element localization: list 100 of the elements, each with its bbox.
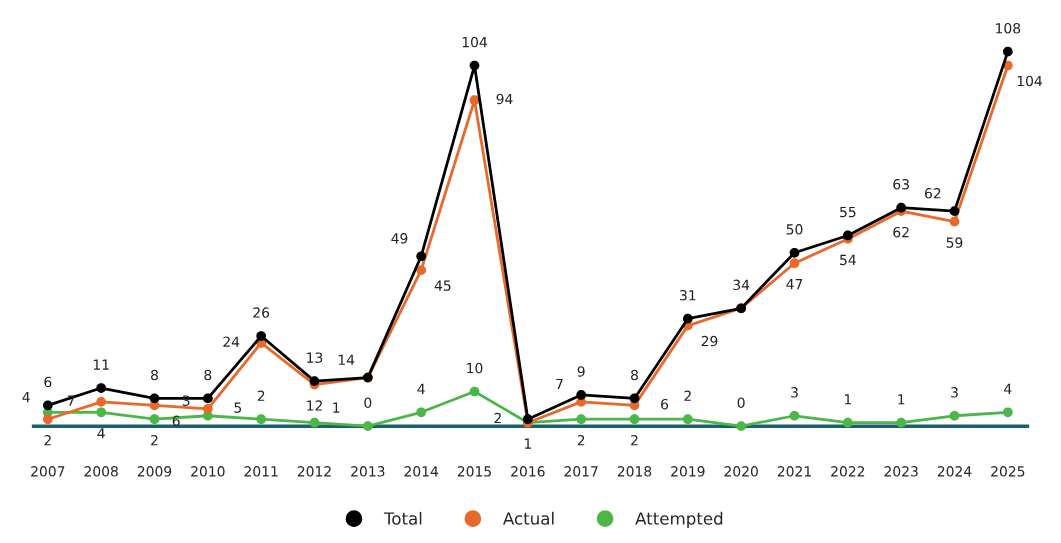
point — [42, 400, 53, 411]
point — [202, 393, 213, 404]
point — [256, 414, 267, 425]
point — [789, 258, 800, 269]
point — [362, 421, 373, 432]
data-label: 45 — [434, 280, 451, 291]
point — [202, 403, 213, 414]
point — [949, 206, 960, 217]
data-label: 63 — [893, 179, 909, 190]
data-label: 55 — [840, 206, 856, 218]
data-label: 94 — [496, 93, 513, 105]
data-label: 29 — [701, 335, 718, 347]
data-label: 3 — [791, 387, 798, 398]
x-tick-label: 2016 — [511, 466, 545, 477]
legend-label: Total — [383, 511, 422, 525]
x-tick-label: 2008 — [84, 466, 118, 477]
data-label: 1 — [898, 394, 905, 405]
data-label: 8 — [631, 369, 638, 381]
point — [629, 414, 640, 425]
point — [416, 251, 427, 262]
x-tick-label: 2009 — [137, 466, 172, 477]
point — [576, 390, 587, 400]
point — [309, 376, 320, 386]
data-label: 11 — [93, 359, 109, 370]
data-label: 1 — [844, 394, 851, 405]
data-label: 50 — [786, 224, 803, 235]
point — [576, 414, 587, 425]
point — [42, 414, 53, 425]
point — [842, 417, 853, 428]
point — [682, 313, 693, 324]
point — [629, 393, 640, 404]
data-label: 2 — [151, 434, 158, 446]
data-label: 2 — [494, 412, 501, 424]
data-label: 0 — [737, 397, 745, 408]
data-label: 7 — [556, 378, 563, 390]
x-tick-label: 2019 — [671, 466, 705, 477]
x-tick-label: 2025 — [991, 466, 1025, 477]
point — [96, 383, 107, 393]
point — [842, 230, 853, 241]
data-label: 108 — [996, 22, 1021, 34]
data-label: 8 — [151, 369, 158, 381]
x-tick-label: 2011 — [244, 466, 278, 477]
point — [469, 386, 480, 397]
data-label: 31 — [680, 289, 696, 301]
point — [96, 407, 107, 418]
x-tick-label: 2012 — [297, 466, 331, 477]
data-label: 8 — [204, 369, 212, 381]
data-label: 1 — [524, 438, 531, 449]
x-tick-label: 2024 — [937, 466, 972, 477]
data-label: 2 — [684, 390, 691, 401]
point — [416, 407, 427, 418]
point — [896, 202, 907, 213]
point — [682, 414, 693, 425]
data-label: 4 — [97, 428, 105, 439]
data-label: 5 — [234, 402, 242, 413]
point — [1002, 46, 1013, 57]
point — [416, 265, 427, 275]
data-label: 34 — [733, 279, 750, 291]
data-label: 2 — [577, 434, 585, 446]
data-label: 49 — [391, 233, 408, 244]
data-label: 3 — [951, 387, 958, 398]
data-label: 24 — [223, 336, 240, 347]
data-label: 10 — [467, 362, 483, 374]
x-tick-label: 2007 — [31, 466, 65, 477]
data-label: 104 — [462, 36, 487, 48]
point — [949, 216, 960, 227]
data-label: 6 — [44, 376, 52, 388]
point — [469, 95, 480, 106]
x-tick-label: 2013 — [351, 466, 385, 477]
x-tick-label: 2023 — [884, 466, 918, 477]
data-label: 104 — [1017, 75, 1042, 87]
data-label: 13 — [307, 352, 323, 363]
data-label: 6 — [661, 398, 669, 410]
x-tick-label: 2017 — [564, 466, 598, 477]
data-label: 62 — [893, 226, 909, 238]
point — [1002, 407, 1013, 418]
x-tick-label: 2021 — [777, 466, 811, 477]
data-label: 9 — [577, 366, 585, 377]
point — [256, 331, 267, 341]
data-label: 4 — [417, 383, 425, 394]
x-tick-label: 2018 — [617, 466, 652, 477]
x-tick-label: 2020 — [724, 466, 758, 477]
data-label: 14 — [338, 354, 355, 365]
data-label: 0 — [364, 397, 372, 408]
point — [309, 417, 320, 428]
data-label: 54 — [840, 254, 856, 266]
point — [736, 421, 747, 432]
point — [789, 247, 800, 258]
data-label: 4 — [1004, 383, 1012, 394]
data-label: 26 — [253, 307, 270, 318]
x-tick-label: 2014 — [404, 466, 439, 477]
data-label: 12 — [307, 400, 322, 411]
legend-label: Attempted — [635, 511, 723, 528]
point — [949, 410, 960, 421]
data-label: 1 — [333, 402, 340, 413]
point — [96, 397, 107, 407]
data-label: 59 — [946, 237, 963, 248]
point — [789, 410, 800, 421]
x-tick-label: 2015 — [457, 466, 491, 477]
point — [896, 417, 907, 428]
